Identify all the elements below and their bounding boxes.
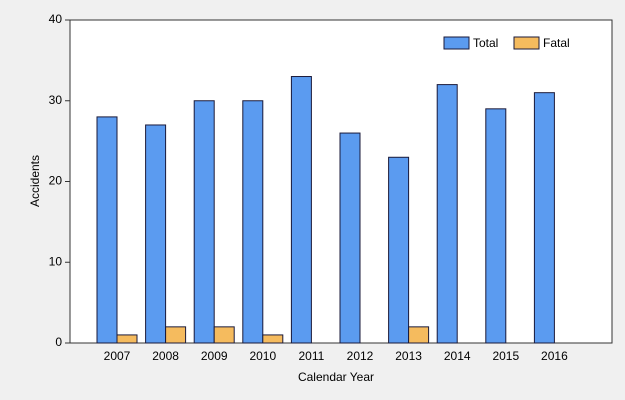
- y-tick-label: 30: [49, 93, 63, 107]
- x-tick-label: 2013: [395, 349, 422, 363]
- bar: [436, 84, 458, 344]
- legend-swatch: [513, 36, 540, 50]
- x-tick-label: 2015: [492, 349, 519, 363]
- x-tick-label: 2007: [104, 349, 131, 363]
- x-tick-label: 2016: [541, 349, 568, 363]
- legend-label: Fatal: [543, 36, 570, 50]
- x-tick-label: 2012: [347, 349, 374, 363]
- bar: [242, 100, 264, 344]
- x-tick-label: 2014: [444, 349, 471, 363]
- x-tick-label: 2011: [298, 349, 324, 363]
- y-tick-label: 20: [49, 174, 63, 188]
- x-tick-label: 2010: [249, 349, 276, 363]
- bar: [116, 334, 138, 344]
- bar: [408, 326, 430, 344]
- bar: [339, 132, 361, 344]
- y-axis-label: Accidents: [28, 155, 42, 207]
- bar: [145, 124, 167, 344]
- bar: [290, 76, 312, 344]
- bar: [165, 326, 187, 344]
- bar: [388, 156, 410, 344]
- bar: [96, 116, 118, 344]
- bar: [193, 100, 215, 344]
- x-tick-label: 2008: [152, 349, 179, 363]
- legend-label: Total: [473, 36, 498, 50]
- y-tick-label: 10: [49, 254, 63, 268]
- x-axis-label: Calendar Year: [298, 370, 374, 384]
- y-tick-label: 0: [55, 335, 62, 349]
- legend-swatch: [443, 36, 470, 50]
- bar: [485, 108, 507, 344]
- bar: [213, 326, 235, 344]
- x-tick-label: 2009: [201, 349, 228, 363]
- bar: [533, 92, 555, 344]
- bar: [262, 334, 284, 344]
- y-tick-label: 40: [49, 12, 63, 26]
